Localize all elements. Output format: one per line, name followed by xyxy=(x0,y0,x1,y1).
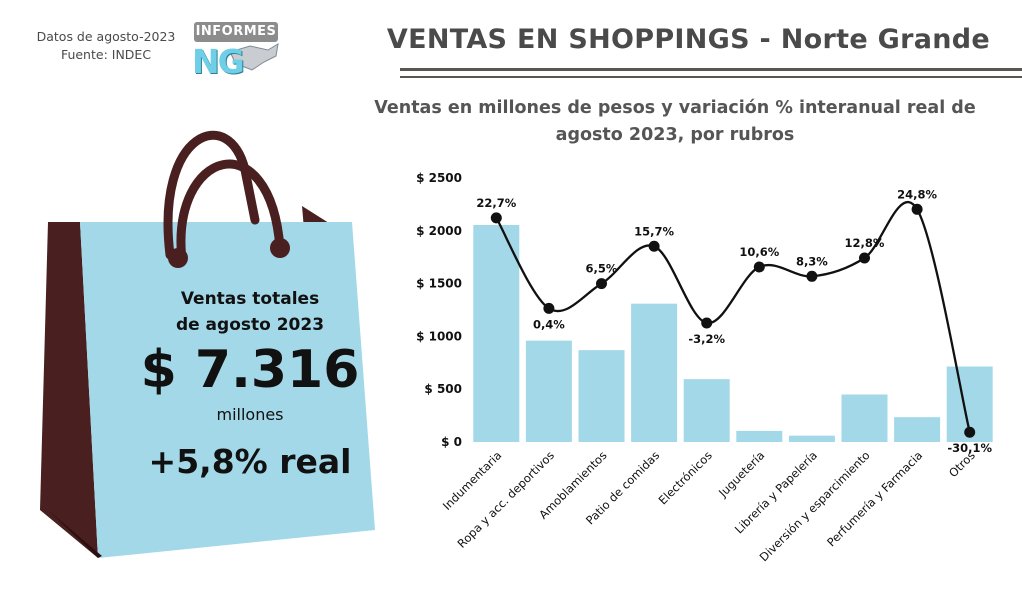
variation-point-2 xyxy=(543,302,555,314)
source-note: Datos de agosto-2023 Fuente: INDEC xyxy=(20,28,192,64)
bag-handle-front xyxy=(176,159,285,265)
variation-label-6: 10,6% xyxy=(739,245,779,259)
x-label-9: Perfumería y Farmacia xyxy=(824,448,925,549)
variation-point-9 xyxy=(911,203,923,215)
variation-label-5: -3,2% xyxy=(688,332,725,346)
informes-ng-logo: INFORMES NG xyxy=(190,22,284,81)
y-tick-3: $ 1500 xyxy=(416,277,462,291)
logo-ng-text: NG xyxy=(192,42,245,81)
bar-1 xyxy=(473,224,520,442)
bag-body xyxy=(80,222,375,558)
variation-point-3 xyxy=(596,278,607,290)
bar-6 xyxy=(736,430,783,442)
bag-handle-back xyxy=(163,130,260,260)
x-label-8: Diversión y esparcimiento xyxy=(757,448,873,564)
bag-rivet-right xyxy=(270,238,290,258)
variation-point-10 xyxy=(964,426,976,438)
total-value: $ 7.316 xyxy=(140,340,360,400)
total-label: Ventas totales de agosto 2023 xyxy=(100,286,400,338)
variation-label-1: 22,7% xyxy=(476,196,516,210)
logo-map-icon xyxy=(229,43,279,71)
bar-series xyxy=(473,224,993,442)
logo-informes-text: INFORMES xyxy=(194,22,278,42)
bar-5 xyxy=(683,379,730,442)
sales-chart: $ 0 $ 500 $ 1000 $ 1500 $ 2000 $ 2500 Indumen… xyxy=(416,171,993,564)
variation-point-5 xyxy=(701,317,713,329)
total-label-line2: de agosto 2023 xyxy=(175,315,325,335)
x-label-5: Electrónicos xyxy=(656,448,715,507)
data-source: Fuente: INDEC xyxy=(60,47,152,62)
variation-points xyxy=(490,203,976,438)
y-tick-2: $ 1000 xyxy=(416,329,462,343)
variation-label-2: 0,4% xyxy=(533,317,565,331)
variation-label-7: 8,3% xyxy=(796,254,828,268)
variation-point-6 xyxy=(753,261,765,273)
total-variation: +5,8% real xyxy=(148,442,352,481)
bag-side-left xyxy=(40,222,98,558)
variation-point-8 xyxy=(859,252,870,264)
y-axis-ticks: $ 0 $ 500 $ 1000 $ 1500 $ 2000 $ 2500 xyxy=(416,171,462,449)
bar-3 xyxy=(578,350,625,442)
bag-rivet-left xyxy=(168,248,188,268)
x-label-6: Juguetería xyxy=(715,448,767,500)
y-tick-0: $ 0 xyxy=(441,435,462,449)
x-label-2: Ropa y acc. deportivos xyxy=(455,448,558,551)
variation-label-3: 6,5% xyxy=(586,262,618,276)
bag-shadow xyxy=(48,510,102,558)
data-date: Datos de agosto-2023 xyxy=(36,29,176,44)
variation-point-7 xyxy=(806,270,818,282)
variation-label-10: -30,1% xyxy=(947,441,992,455)
variation-label-8: 12,8% xyxy=(845,236,885,250)
y-tick-5: $ 2500 xyxy=(416,171,462,185)
page-title: VENTAS EN SHOPPINGS - Norte Grande xyxy=(386,24,990,55)
y-tick-4: $ 2000 xyxy=(416,224,462,238)
variation-point-4 xyxy=(648,240,660,252)
shopping-bag-icon xyxy=(40,130,375,558)
variation-point-1 xyxy=(490,212,502,224)
title-rule-top xyxy=(400,68,1022,71)
total-unit: millones xyxy=(216,405,284,424)
total-label-line1: Ventas totales xyxy=(180,289,320,309)
chart-title: Ventas en millones de pesos y variación … xyxy=(374,98,976,145)
variation-label-4: 15,7% xyxy=(634,224,674,238)
bar-4 xyxy=(631,303,678,442)
variation-label-9: 24,8% xyxy=(897,187,937,201)
variation-labels: 22,7% 0,4% 6,5% 15,7% -3,2% 10,6% 8,3% 12,8% 24,… xyxy=(476,187,992,455)
bar-9 xyxy=(894,417,941,442)
y-tick-1: $ 500 xyxy=(424,382,462,396)
bar-2 xyxy=(525,340,572,442)
bar-8 xyxy=(841,394,888,442)
bar-7 xyxy=(788,435,835,442)
title-rule-bottom xyxy=(400,76,1022,78)
